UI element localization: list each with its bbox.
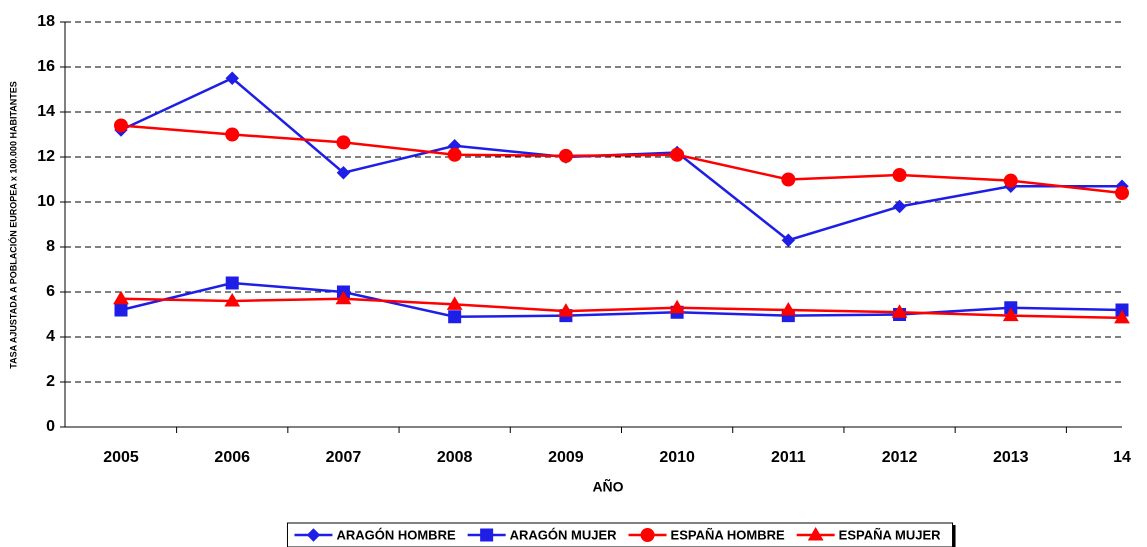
data-point [447, 147, 462, 162]
series-line [120, 297, 1123, 320]
data-point [113, 290, 129, 305]
data-point [670, 147, 685, 162]
data-point [558, 148, 573, 163]
y-tick-label: 8 [46, 238, 55, 255]
y-tick-label: 6 [46, 283, 55, 300]
data-point [1114, 309, 1130, 324]
x-tick-label: 2012 [882, 449, 918, 466]
data-point [335, 290, 352, 305]
legend-label: ARAGÓN HOMBRE [336, 527, 455, 542]
y-tick-label: 10 [37, 193, 55, 210]
x-tick-label: 2010 [659, 449, 695, 466]
data-point [225, 71, 239, 85]
x-tick-label: 2006 [214, 449, 250, 466]
x-tick-label: 2011 [771, 449, 806, 466]
data-point [336, 166, 351, 180]
x-tick-label: 2009 [548, 449, 584, 466]
x-tick-label: 2007 [326, 449, 362, 466]
legend-marker [480, 528, 494, 542]
y-tick-label: 0 [46, 418, 55, 435]
data-point [1002, 307, 1019, 322]
data-point [225, 276, 239, 290]
plot-area: 0 2 4 6 8 10 12 14 16 18 2005 2006 2007 2008 2009 2010 2… [37, 13, 1131, 466]
x-axis-label: AÑO [592, 478, 623, 495]
data-point [1115, 186, 1129, 200]
data-point [669, 299, 685, 314]
data-point [892, 199, 907, 214]
y-tick-label: 16 [37, 58, 55, 75]
y-axis-label: TASA AJUSTADA A POBLACIÓN EUROPEA x 100.… [7, 81, 18, 369]
legend-marker [807, 527, 824, 541]
series-line [120, 281, 1123, 319]
data-point [448, 310, 462, 324]
legend: ARAGÓN HOMBRE ARAGÓN MUJER ESPAÑA HOMBRE ES… [286, 522, 956, 547]
series-line [120, 76, 1122, 242]
legend-label: ESPAÑA HOMBRE [671, 527, 785, 542]
x-tick-label: 2013 [993, 449, 1029, 466]
legend-marker [306, 528, 321, 542]
data-point [781, 172, 796, 187]
data-point [891, 304, 908, 318]
y-tick-label: 14 [37, 103, 55, 120]
x-tick-label: 14 [1113, 449, 1131, 466]
legend-label: ESPAÑA MUJER [839, 527, 941, 542]
x-tick-label: 2008 [437, 449, 473, 466]
data-point [225, 127, 240, 142]
data-point [114, 118, 128, 133]
legend-marker [640, 528, 655, 542]
data-point [1003, 173, 1018, 188]
data-point [558, 303, 574, 317]
y-tick-label: 4 [46, 328, 55, 345]
y-tick-label: 12 [37, 148, 55, 165]
x-tick-label: 2005 [103, 449, 139, 466]
data-point [892, 168, 907, 182]
data-point [446, 296, 463, 310]
data-point [781, 233, 796, 247]
data-point [114, 303, 128, 317]
data-point [780, 302, 797, 316]
series-line [120, 124, 1123, 195]
y-tick-label: 18 [37, 13, 55, 30]
legend-label: ARAGÓN MUJER [510, 527, 618, 542]
y-tick-label: 2 [46, 373, 55, 390]
data-point [224, 293, 241, 307]
data-point [336, 135, 351, 150]
